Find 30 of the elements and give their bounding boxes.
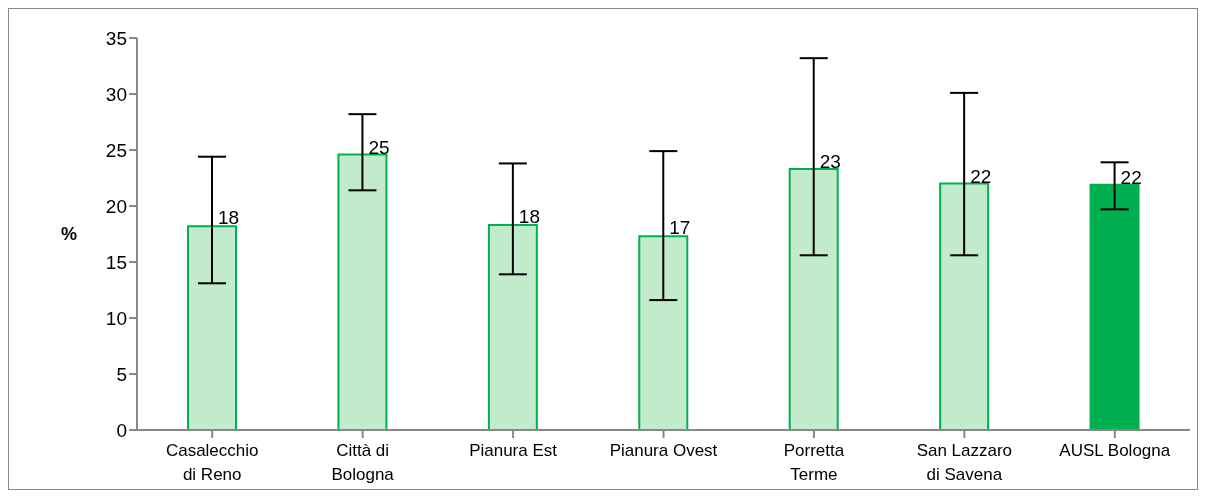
data-label: 22 [1120, 166, 1142, 188]
y-tick-label: 30 [105, 83, 127, 105]
data-label: 17 [669, 217, 691, 239]
y-tick-label: 20 [105, 195, 127, 217]
x-tick-label: Casalecchio di Reno [165, 441, 259, 484]
bar [187, 225, 237, 430]
y-tick-label: 25 [105, 139, 127, 161]
bar [788, 168, 839, 430]
y-tick-label: 5 [116, 363, 127, 385]
y-tick-label: 15 [105, 251, 127, 273]
y-tick-label: 0 [116, 419, 127, 441]
x-tick-label: Porretta Terme [783, 441, 845, 484]
x-tick-label: Pianura Ovest [609, 441, 718, 460]
x-tick-label: AUSL Bologna [1059, 441, 1171, 460]
x-tick-label: Pianura Est [469, 441, 558, 460]
data-label: 18 [518, 206, 540, 228]
data-label: 18 [218, 207, 240, 229]
data-label: 22 [970, 165, 992, 187]
data-label: 23 [819, 151, 841, 173]
y-tick-label: 35 [105, 27, 127, 49]
bar [939, 182, 990, 430]
data-label: 25 [368, 137, 390, 159]
x-tick-label: San Lazzaro di Savena [916, 441, 1013, 484]
y-axis-title: % [61, 224, 78, 245]
bar [487, 224, 538, 430]
bar [638, 235, 689, 430]
bar [1089, 183, 1140, 430]
y-tick-label: 10 [105, 307, 127, 329]
bar [337, 153, 388, 430]
x-tick-label: Città di Bologna [331, 441, 395, 484]
